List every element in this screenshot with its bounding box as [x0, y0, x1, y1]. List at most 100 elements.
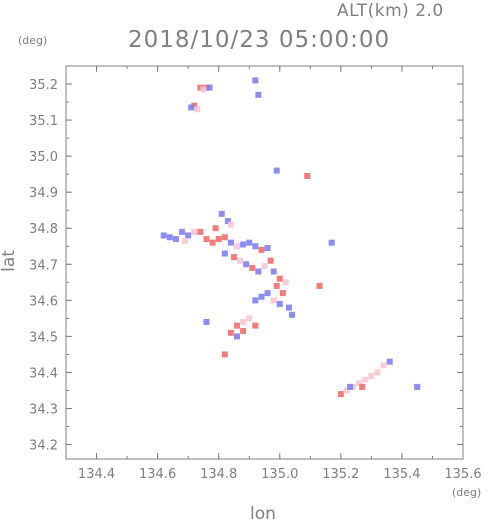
data-cell — [160, 232, 167, 239]
data-cell — [191, 102, 198, 109]
axis-ticks: 134.4 134.6 134.8 135.0 135.2 135.4 135.6 34.2 3… — [29, 66, 482, 482]
data-cell — [273, 167, 280, 174]
data-cell — [194, 106, 201, 113]
data-cell — [203, 236, 210, 243]
data-cell — [234, 322, 241, 329]
data-cell — [356, 380, 363, 387]
data-cell — [282, 279, 289, 286]
data-cell — [203, 318, 210, 325]
data-cell — [316, 282, 323, 289]
x-axis-label: lon — [250, 504, 276, 524]
data-cell — [172, 236, 179, 243]
y-tick-label: 35.2 — [29, 78, 58, 93]
data-cell — [179, 228, 186, 235]
y-tick-label: 34.2 — [29, 439, 58, 454]
data-cell — [246, 239, 253, 246]
data-cell — [218, 210, 225, 217]
data-cell — [221, 351, 228, 358]
data-cell — [267, 257, 274, 264]
x-tick-label: 135.2 — [322, 467, 359, 482]
data-cell — [347, 383, 354, 390]
data-cell — [337, 391, 344, 398]
y-tick-label: 35.1 — [29, 114, 58, 129]
data-cell — [270, 268, 277, 275]
data-cell — [240, 241, 247, 248]
data-cell — [264, 245, 271, 252]
data-cells — [160, 77, 421, 398]
data-cell — [234, 333, 241, 340]
y-tick-label: 34.6 — [29, 294, 58, 309]
y-tick-label: 35.0 — [29, 150, 58, 165]
data-cell — [264, 290, 271, 297]
data-cell — [261, 263, 268, 270]
data-cell — [343, 387, 350, 394]
data-cell — [252, 297, 259, 304]
data-cell — [200, 86, 207, 93]
data-cell — [234, 243, 241, 250]
data-cell — [380, 362, 387, 369]
data-cell — [227, 239, 234, 246]
data-cell — [414, 383, 421, 390]
x-tick-label: 134.8 — [200, 467, 237, 482]
data-cell — [182, 237, 189, 244]
data-cell — [249, 264, 256, 271]
data-cell — [221, 250, 228, 257]
data-cell — [276, 275, 283, 282]
data-cell — [191, 228, 198, 235]
data-cell — [240, 318, 247, 325]
data-cell — [224, 218, 231, 225]
data-cell — [206, 84, 213, 91]
data-cell — [359, 383, 366, 390]
data-cell — [304, 172, 311, 179]
data-cell — [197, 84, 204, 91]
data-cell — [209, 239, 216, 246]
data-cell — [212, 225, 219, 232]
data-cell — [374, 369, 381, 376]
data-cell — [350, 383, 357, 390]
x-tick-label: 134.4 — [78, 467, 115, 482]
data-cell — [227, 221, 234, 228]
data-cell — [328, 239, 335, 246]
data-cell — [252, 77, 259, 84]
plot-frame — [65, 65, 464, 460]
data-cell — [188, 104, 195, 111]
data-cell — [252, 322, 259, 329]
data-cell — [386, 358, 393, 365]
y-axis-unit: (deg) — [18, 34, 48, 47]
data-cell — [237, 257, 244, 264]
data-cell — [252, 243, 259, 250]
data-cell — [240, 328, 247, 335]
y-tick-label: 34.7 — [29, 258, 58, 273]
data-cell — [258, 246, 265, 253]
altitude-label: ALT(km) 2.0 — [337, 1, 444, 21]
x-tick-label: 134.6 — [139, 467, 176, 482]
data-cell — [230, 254, 237, 261]
x-tick-label: 135.0 — [261, 467, 298, 482]
data-cell — [215, 236, 222, 243]
data-cell — [246, 315, 253, 322]
datetime-title: 2018/10/23 05:00:00 — [128, 27, 391, 53]
data-cell — [273, 282, 280, 289]
y-tick-label: 34.4 — [29, 366, 58, 381]
x-tick-label: 135.4 — [383, 467, 420, 482]
data-cell — [276, 300, 283, 307]
data-cell — [185, 232, 192, 239]
data-cell — [203, 84, 210, 91]
data-cell — [285, 304, 292, 311]
y-tick-label: 34.5 — [29, 330, 58, 345]
data-cell — [255, 91, 262, 98]
data-cell — [368, 373, 375, 380]
y-tick-label: 34.3 — [29, 403, 58, 418]
data-cell — [258, 293, 265, 300]
x-axis-unit: (deg) — [452, 486, 482, 499]
data-cell — [227, 329, 234, 336]
data-cell — [166, 234, 173, 241]
y-tick-label: 34.8 — [29, 222, 58, 237]
data-cell — [288, 311, 295, 318]
y-tick-label: 34.9 — [29, 186, 58, 201]
data-cell — [243, 261, 250, 268]
data-cell — [270, 297, 277, 304]
x-tick-label: 135.6 — [444, 467, 481, 482]
data-cell — [362, 376, 369, 383]
